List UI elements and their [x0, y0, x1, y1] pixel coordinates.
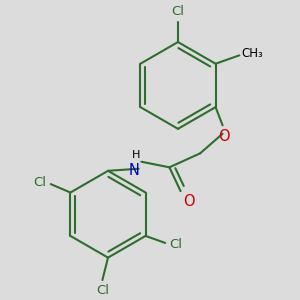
Text: Cl: Cl — [34, 176, 46, 189]
Text: Cl: Cl — [96, 284, 109, 297]
Text: Cl: Cl — [172, 5, 184, 18]
Text: H: H — [132, 150, 140, 160]
Text: CH₃: CH₃ — [242, 47, 263, 60]
Text: O: O — [218, 129, 230, 144]
Text: N: N — [129, 163, 140, 178]
Text: Cl: Cl — [169, 238, 182, 251]
Text: O: O — [183, 194, 195, 209]
